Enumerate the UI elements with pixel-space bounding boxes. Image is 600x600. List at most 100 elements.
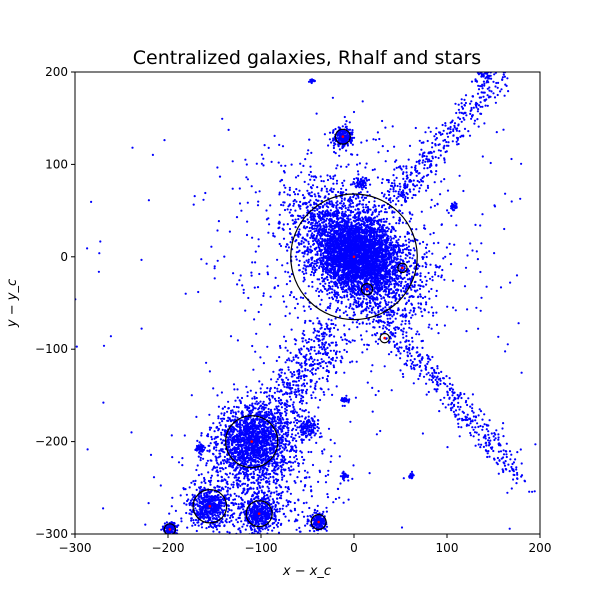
star-point [391, 315, 394, 318]
star-point [345, 265, 348, 268]
star-point [367, 210, 370, 213]
star-point [354, 226, 357, 229]
star-point [296, 193, 300, 196]
star-point [378, 234, 381, 237]
star-point [399, 369, 402, 372]
star-point [341, 242, 344, 245]
star-point [334, 284, 337, 288]
star-point [367, 278, 370, 281]
star-point [424, 265, 427, 269]
star-point [315, 234, 319, 237]
star-point [339, 284, 342, 287]
star-point [378, 260, 381, 263]
star-point [504, 192, 507, 195]
star-point [358, 217, 361, 220]
star-point [306, 253, 309, 256]
star-point [331, 268, 334, 271]
star-point [341, 184, 345, 187]
star-point [305, 226, 308, 229]
star-point [366, 305, 369, 308]
star-point [318, 257, 321, 260]
star-point [360, 302, 363, 305]
star-point [414, 313, 417, 316]
star-point [341, 268, 344, 271]
star-point [284, 186, 287, 189]
star-point [364, 307, 368, 310]
star-point [365, 231, 369, 234]
star-point [367, 251, 370, 254]
star-point [389, 262, 392, 265]
star-point [408, 241, 411, 244]
star-point [312, 240, 315, 243]
star-point [337, 217, 340, 220]
star-point [304, 268, 307, 271]
star-point [363, 234, 366, 237]
star-point [394, 229, 397, 232]
star-point [303, 261, 306, 264]
star-point [273, 134, 276, 137]
star-point [401, 221, 404, 224]
star-point [307, 242, 310, 245]
star-point [316, 250, 319, 253]
star-point [336, 209, 339, 212]
star-point [326, 237, 329, 240]
star-point [366, 245, 369, 248]
star-point [325, 239, 328, 242]
star-point [368, 276, 371, 280]
star-point [284, 270, 287, 273]
star-point [310, 215, 313, 218]
star-point [396, 274, 399, 277]
star-point [353, 298, 356, 301]
star-point [427, 290, 431, 293]
star-point [387, 311, 390, 314]
star-point [464, 266, 468, 269]
star-point [247, 296, 250, 300]
star-point [342, 263, 345, 266]
star-point [359, 334, 363, 337]
star-point [321, 263, 325, 266]
star-point [335, 296, 338, 299]
star-point [380, 297, 383, 300]
star-point [431, 279, 434, 282]
star-point [337, 299, 340, 302]
star-point [343, 197, 346, 200]
star-point [369, 271, 373, 274]
star-point [306, 246, 309, 249]
star-point [357, 251, 360, 254]
star-point [389, 239, 392, 242]
star-point [327, 284, 330, 287]
star-point [356, 326, 359, 329]
star-point [390, 276, 393, 279]
star-point [319, 211, 322, 214]
star-point [385, 217, 388, 220]
star-point [297, 174, 300, 177]
star-point [425, 189, 428, 192]
star-point [378, 262, 381, 265]
star-point [381, 241, 384, 244]
star-point [291, 214, 295, 217]
star-point [339, 202, 342, 205]
star-point [387, 353, 391, 356]
star-point [343, 267, 346, 270]
star-point [339, 233, 342, 236]
star-point [416, 239, 419, 242]
star-point [493, 252, 496, 255]
star-point [353, 249, 356, 252]
star-point [355, 285, 358, 288]
star-point [334, 193, 337, 197]
star-point [365, 203, 368, 206]
star-point [405, 335, 408, 338]
star-point [361, 220, 364, 223]
star-point [390, 237, 393, 240]
star-point [359, 282, 362, 285]
star-point [373, 248, 376, 251]
star-point [408, 272, 411, 275]
star-point [349, 259, 352, 262]
star-point [369, 264, 372, 267]
star-point [297, 218, 300, 221]
star-point [380, 230, 383, 233]
star-point [307, 285, 310, 288]
star-point [263, 144, 266, 147]
star-point [330, 291, 334, 294]
star-point [326, 233, 329, 236]
